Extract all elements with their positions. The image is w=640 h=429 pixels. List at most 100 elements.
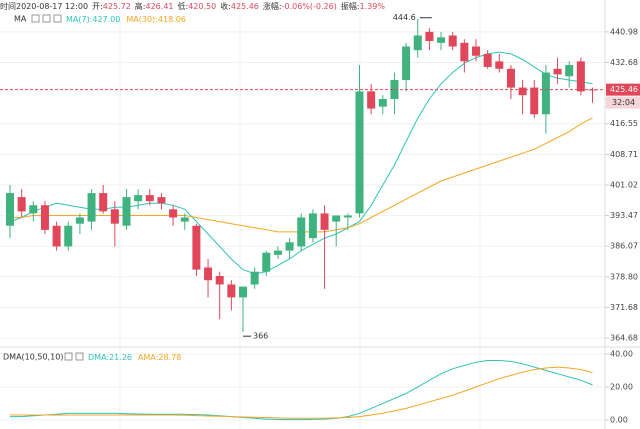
candle-body (308, 213, 317, 239)
candle-body (204, 267, 213, 281)
legend-entry: AMA:28.78 (138, 353, 181, 362)
candle-body (180, 217, 189, 222)
y-tick-label: 386.07 (610, 242, 638, 251)
icon[interactable] (53, 14, 62, 23)
header-label: 收: (220, 1, 231, 11)
candle-body (553, 68, 562, 75)
y-tick-label: 408.71 (610, 150, 638, 159)
candle-body (518, 87, 527, 96)
candle-body (285, 242, 294, 251)
candle-body (390, 80, 399, 99)
candle-body (437, 37, 446, 43)
candle-body (483, 53, 492, 67)
legend: DMA:21.26 AMA:28.78 (88, 353, 181, 362)
candle-body (145, 195, 154, 202)
candle-body (87, 193, 96, 222)
candle-body (448, 35, 457, 47)
candle-body (495, 61, 504, 69)
candle-body (110, 209, 119, 224)
candle-body (17, 197, 26, 212)
annotation: 366 (253, 332, 268, 341)
icon[interactable] (75, 352, 84, 361)
y-tick-label: 393.47 (610, 211, 638, 220)
candle-body (506, 68, 515, 88)
y-tick-label: 416.55 (610, 119, 638, 128)
candle-body (297, 217, 306, 247)
candle-body (192, 225, 201, 270)
header-label: 低: (178, 1, 189, 11)
header-label: 高: (135, 1, 146, 11)
header-value: -0.06%(-0.26) (282, 2, 337, 11)
icon[interactable] (64, 352, 73, 361)
candle-body (402, 46, 411, 81)
y-tick-label: 364.68 (610, 334, 638, 343)
candle-body (169, 209, 178, 218)
icon[interactable] (42, 14, 51, 23)
candle-body (239, 286, 247, 298)
last-price-label: 425.46 (610, 85, 638, 94)
legend-icons (31, 14, 84, 361)
header-label: 振幅: (341, 1, 360, 11)
candle-body (29, 205, 38, 214)
header-label: 涨幅: (263, 1, 282, 11)
y-tick-label: 432.68 (610, 58, 638, 67)
header-label: 开: (92, 2, 103, 11)
header-time: 时间2020-08-17 12:00 (0, 1, 88, 11)
countdown: 32:04 (612, 98, 635, 107)
candle-body (576, 61, 585, 92)
candle-body (332, 215, 341, 222)
candle-body (6, 193, 14, 226)
candle-body (460, 42, 469, 62)
candle-body (99, 193, 108, 212)
line-series (10, 360, 593, 421)
header-value: 420.50 (188, 2, 216, 11)
y-tick-label: 20.00 (610, 382, 633, 391)
candle-body (273, 250, 282, 255)
header-value: 426.41 (146, 2, 174, 11)
candle-body (227, 284, 236, 298)
candle-body (40, 205, 49, 230)
icon[interactable] (31, 14, 40, 23)
countdown-box (606, 96, 640, 109)
header-value: 425.46 (231, 2, 259, 11)
candle-body (320, 213, 329, 230)
plot: 364.68 371.68 378.80 386.07 393.47 401.02 408.… (0, 13, 640, 424)
y-tick-label: 371.68 (610, 303, 638, 312)
legend-entry: MA(7):427.00 (66, 15, 120, 24)
y-tick-label: 40.00 (610, 349, 633, 358)
candle-body (472, 46, 480, 56)
legend: MA(7):427.00 MA(30):418.06 (66, 15, 186, 24)
line-series (10, 366, 593, 419)
y-tick-label: 378.80 (610, 272, 638, 281)
price-box (606, 83, 640, 96)
candle-body (250, 271, 259, 285)
header-value: 1.39% (360, 2, 386, 11)
candle-body (367, 91, 376, 109)
legend-entry: DMA:21.26 (88, 353, 132, 362)
header-value: 425.72 (103, 2, 131, 11)
candle-body (122, 197, 131, 226)
candle-body (343, 215, 352, 218)
candle-body (64, 225, 73, 247)
y-tick-label: 440.98 (610, 27, 638, 36)
candle-body (378, 98, 387, 107)
annotation: 444.6 (393, 13, 416, 22)
y-tick-label: 401.02 (610, 180, 638, 189)
legend-entry: MA(30):418.06 (126, 15, 185, 24)
y-tick-label: 0.00 (610, 415, 628, 424)
candle-body (52, 225, 61, 247)
legend-title: DMA(10,50,10) (3, 353, 63, 362)
candle-body (134, 195, 143, 202)
candle-body (157, 197, 166, 204)
candle-body (215, 275, 224, 285)
candle-body (530, 87, 539, 115)
legend-title: MA (14, 15, 27, 24)
header: 时间2020-08-17 12:00 开:425.72 高:426.41 低:420.… (0, 1, 385, 11)
candle-body (413, 35, 422, 51)
candle-body (262, 252, 271, 272)
candle-body (565, 65, 574, 77)
candle-body (75, 217, 84, 224)
candle-body (541, 72, 550, 115)
